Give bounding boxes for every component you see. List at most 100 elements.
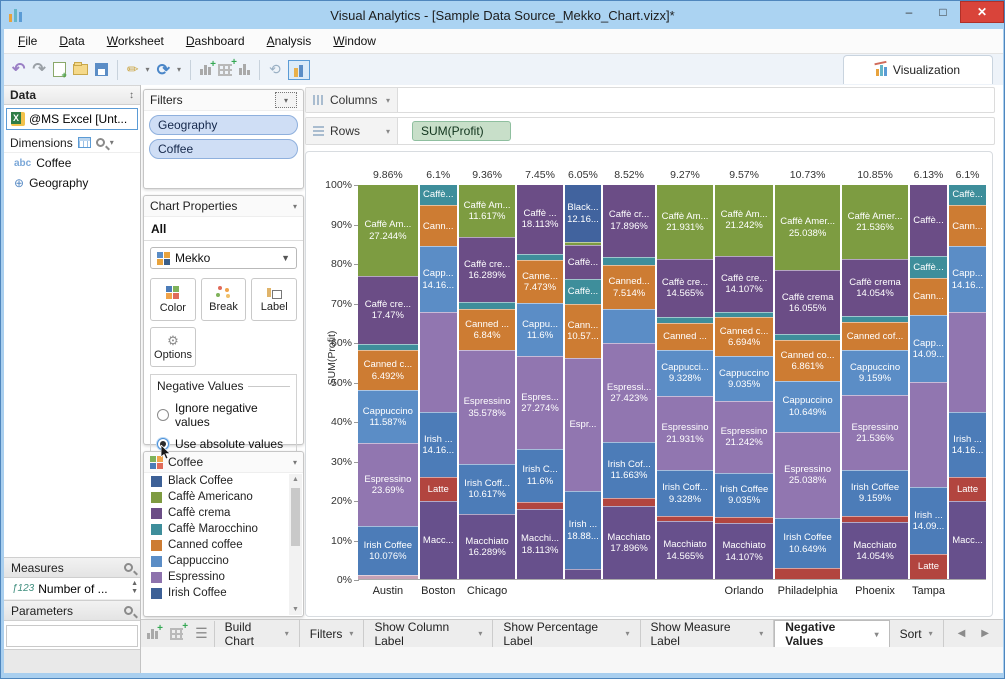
measure-item[interactable]: ƒ123 Number of ... ▲ ▼ — [4, 578, 140, 600]
segment-canned[interactable]: Canned ... — [656, 322, 714, 350]
filters-dropdown-button[interactable]: ▾ — [275, 92, 297, 108]
segment-americano[interactable]: Caffè Am... 27.244% — [358, 185, 418, 277]
segment-canned[interactable]: Canned c... 6.694% — [715, 317, 774, 357]
legend-item[interactable]: Cappuccino — [144, 553, 303, 569]
segment-crema[interactable]: Caffè cr... 17.896% — [603, 185, 655, 257]
segment-espressino[interactable]: Espressino 21.242% — [715, 400, 774, 473]
segment-latte[interactable] — [656, 516, 714, 522]
segment-espressino[interactable]: Espressino 23.69% — [358, 443, 418, 527]
mekko-column[interactable]: 6.05% Black... 12.16... Caffè... Caffè... Can… — [564, 169, 602, 579]
segment-crema[interactable]: Caffè cre... 14.565% — [656, 258, 714, 317]
segment-espressino[interactable]: Espressino 35.578% — [458, 350, 516, 464]
segment-latte[interactable] — [715, 516, 774, 524]
segment-cappuccino[interactable]: Capp... 14.16... — [419, 246, 457, 312]
segment-crema[interactable]: Caffè ... 18.113% — [517, 185, 563, 254]
segment-canned[interactable]: Canned... 7.514% — [603, 265, 655, 310]
segment-latte[interactable]: Latte — [419, 477, 457, 502]
segment-black[interactable]: Black... 12.16... — [564, 185, 602, 243]
segment-irish[interactable]: Irish Cof... 11.663% — [603, 442, 655, 498]
segment-irish[interactable]: Irish Coffee 9.035% — [715, 472, 774, 517]
segment-cappuccino[interactable]: Capp... 14.16... — [949, 246, 987, 312]
bottom-button-show-measure-label[interactable]: Show Measure Label ▾ — [641, 620, 775, 648]
add-chart-icon[interactable] — [147, 623, 163, 639]
bottom-button-filters[interactable]: Filters ▾ — [300, 620, 365, 647]
menu-data[interactable]: Data — [59, 34, 85, 48]
dimensions-header[interactable]: Dimensions ▾ — [4, 133, 140, 153]
segment-latte[interactable] — [775, 568, 841, 579]
segment-americano[interactable]: Caffè Amer... 21.536% — [842, 185, 908, 260]
segment-crema[interactable]: Caffè crema 14.054% — [842, 259, 908, 317]
segment-espressino[interactable]: Espressino 25.038% — [775, 431, 841, 519]
segment-macchiato[interactable]: Macchiato 14.107% — [715, 523, 774, 579]
segment-irish[interactable]: Irish ... 14.16... — [949, 411, 987, 478]
parameters-list[interactable] — [6, 625, 138, 647]
segment-irish[interactable]: Irish Coff... 9.328% — [656, 470, 714, 517]
segment-canned[interactable]: Canned co... 6.861% — [775, 340, 841, 382]
segment-latte[interactable]: Latte — [949, 477, 987, 502]
segment-marocchino[interactable] — [775, 334, 841, 341]
save-icon[interactable] — [94, 63, 108, 76]
bottom-button-build-chart[interactable]: Build Chart ▾ — [215, 620, 300, 648]
mekko-column[interactable]: 7.45% Caffè ... 18.113% Canne... 7.473% Cappu… — [517, 169, 563, 579]
rotate-icon[interactable]: ⟲ — [268, 61, 281, 77]
segment-americano[interactable]: Caffè Am... 21.242% — [715, 185, 774, 256]
segment-espressino[interactable]: Espres... 27.274% — [517, 356, 563, 449]
filter-pill-coffee[interactable]: Coffee — [149, 139, 298, 159]
menu-file[interactable]: File — [18, 34, 38, 48]
segment-americano[interactable]: Caffè Amer... 25.038% — [775, 185, 841, 271]
prev-page-icon[interactable]: ◀ — [957, 628, 966, 639]
legend-item[interactable]: Caffè Americano — [144, 489, 303, 505]
segment-irish[interactable]: Irish Coffee 9.159% — [842, 470, 908, 516]
mekko-plot[interactable]: 9.86% Austin Caffè Am... 27.244% Caffè cre..… — [358, 169, 987, 597]
segment-macchiato[interactable]: Macchiato 16.289% — [458, 514, 516, 579]
data-panel-header[interactable]: Data ↕ — [4, 85, 140, 105]
dimension-item-coffee[interactable]: abc Coffee — [4, 153, 140, 173]
break-button[interactable]: Break — [200, 278, 247, 321]
mekko-column[interactable]: 6.1% Caffè... Cann... Capp... 14.16... Irish … — [949, 169, 987, 580]
menu-icon[interactable]: ☰ — [195, 625, 208, 641]
scroll-up-icon[interactable]: ▲ — [292, 476, 299, 483]
segment-macchiato[interactable] — [564, 568, 602, 579]
segment-espressino[interactable] — [419, 312, 457, 412]
segment-crema[interactable]: Caffè... — [564, 245, 602, 280]
segment-americano[interactable]: Caffè Am... 11.617% — [458, 185, 516, 238]
segment-cappuccino[interactable]: Cappuccino 9.035% — [715, 356, 774, 401]
segment-marocchino[interactable]: Caffè... — [949, 185, 987, 206]
segment-macchiato[interactable]: Macchiato 17.896% — [603, 506, 655, 579]
data-source-item[interactable]: @MS Excel [Unt... — [6, 108, 138, 130]
segment-americano[interactable] — [564, 242, 602, 246]
mekko-column-boston[interactable]: 6.1% Boston Caffè... Cann... Capp... 14.16...… — [419, 169, 457, 597]
parameters-header[interactable]: Parameters — [4, 600, 140, 621]
segment-espressino[interactable] — [909, 382, 948, 487]
segment-espressino[interactable]: Espr... — [564, 357, 602, 492]
mekko-column[interactable]: 9.27% Caffè Am... 21.931% Caffè cre... 14.56… — [656, 169, 714, 579]
segment-espressino[interactable]: Espressi... 27.423% — [603, 343, 655, 443]
search-icon[interactable] — [124, 563, 133, 572]
segment-marocchino[interactable] — [517, 253, 563, 261]
segment-marocchino[interactable] — [458, 301, 516, 310]
segment-canned[interactable]: Cann... — [949, 205, 987, 247]
segment-espressino[interactable] — [949, 312, 987, 412]
chevron-down-icon[interactable]: ▾ — [109, 138, 114, 147]
segment-crema[interactable]: Caffè crema 16.055% — [775, 270, 841, 335]
segment-marocchino[interactable] — [358, 343, 418, 351]
search-icon[interactable] — [124, 606, 133, 615]
format-painter-icon[interactable]: ✏ — [126, 61, 139, 77]
legend-item[interactable]: Irish Coffee — [144, 585, 303, 601]
format-painter-dropdown-icon[interactable]: ▾ — [145, 65, 150, 74]
rows-shelf-button[interactable]: Rows ▾ — [306, 118, 398, 144]
chevron-down-icon[interactable]: ▾ — [292, 201, 297, 211]
radio-icon[interactable] — [157, 409, 169, 421]
minimize-button[interactable]: – — [905, 5, 913, 19]
segment-cappuccino[interactable]: Cappu... 11.6% — [517, 303, 563, 357]
bottom-button-negative-values[interactable]: Negative Values ▾ — [774, 620, 890, 648]
color-button[interactable]: Color — [150, 278, 196, 321]
mekko-column-chicago[interactable]: 9.36% Chicago Caffè Am... 11.617% Caffè cre.… — [458, 169, 516, 597]
segment-canned[interactable]: Cann... — [419, 205, 457, 247]
segment-cappuccino[interactable]: Cappuccino 9.159% — [842, 349, 908, 396]
segment-espressino[interactable]: Espressino 21.931% — [656, 395, 714, 471]
segment-macchiato[interactable]: Macc... — [419, 501, 457, 580]
radio-use-absolute-values[interactable]: Use absolute values — [157, 437, 290, 460]
segment-crema[interactable]: Caffè... — [909, 185, 948, 257]
filter-pill-geography[interactable]: Geography — [149, 115, 298, 135]
